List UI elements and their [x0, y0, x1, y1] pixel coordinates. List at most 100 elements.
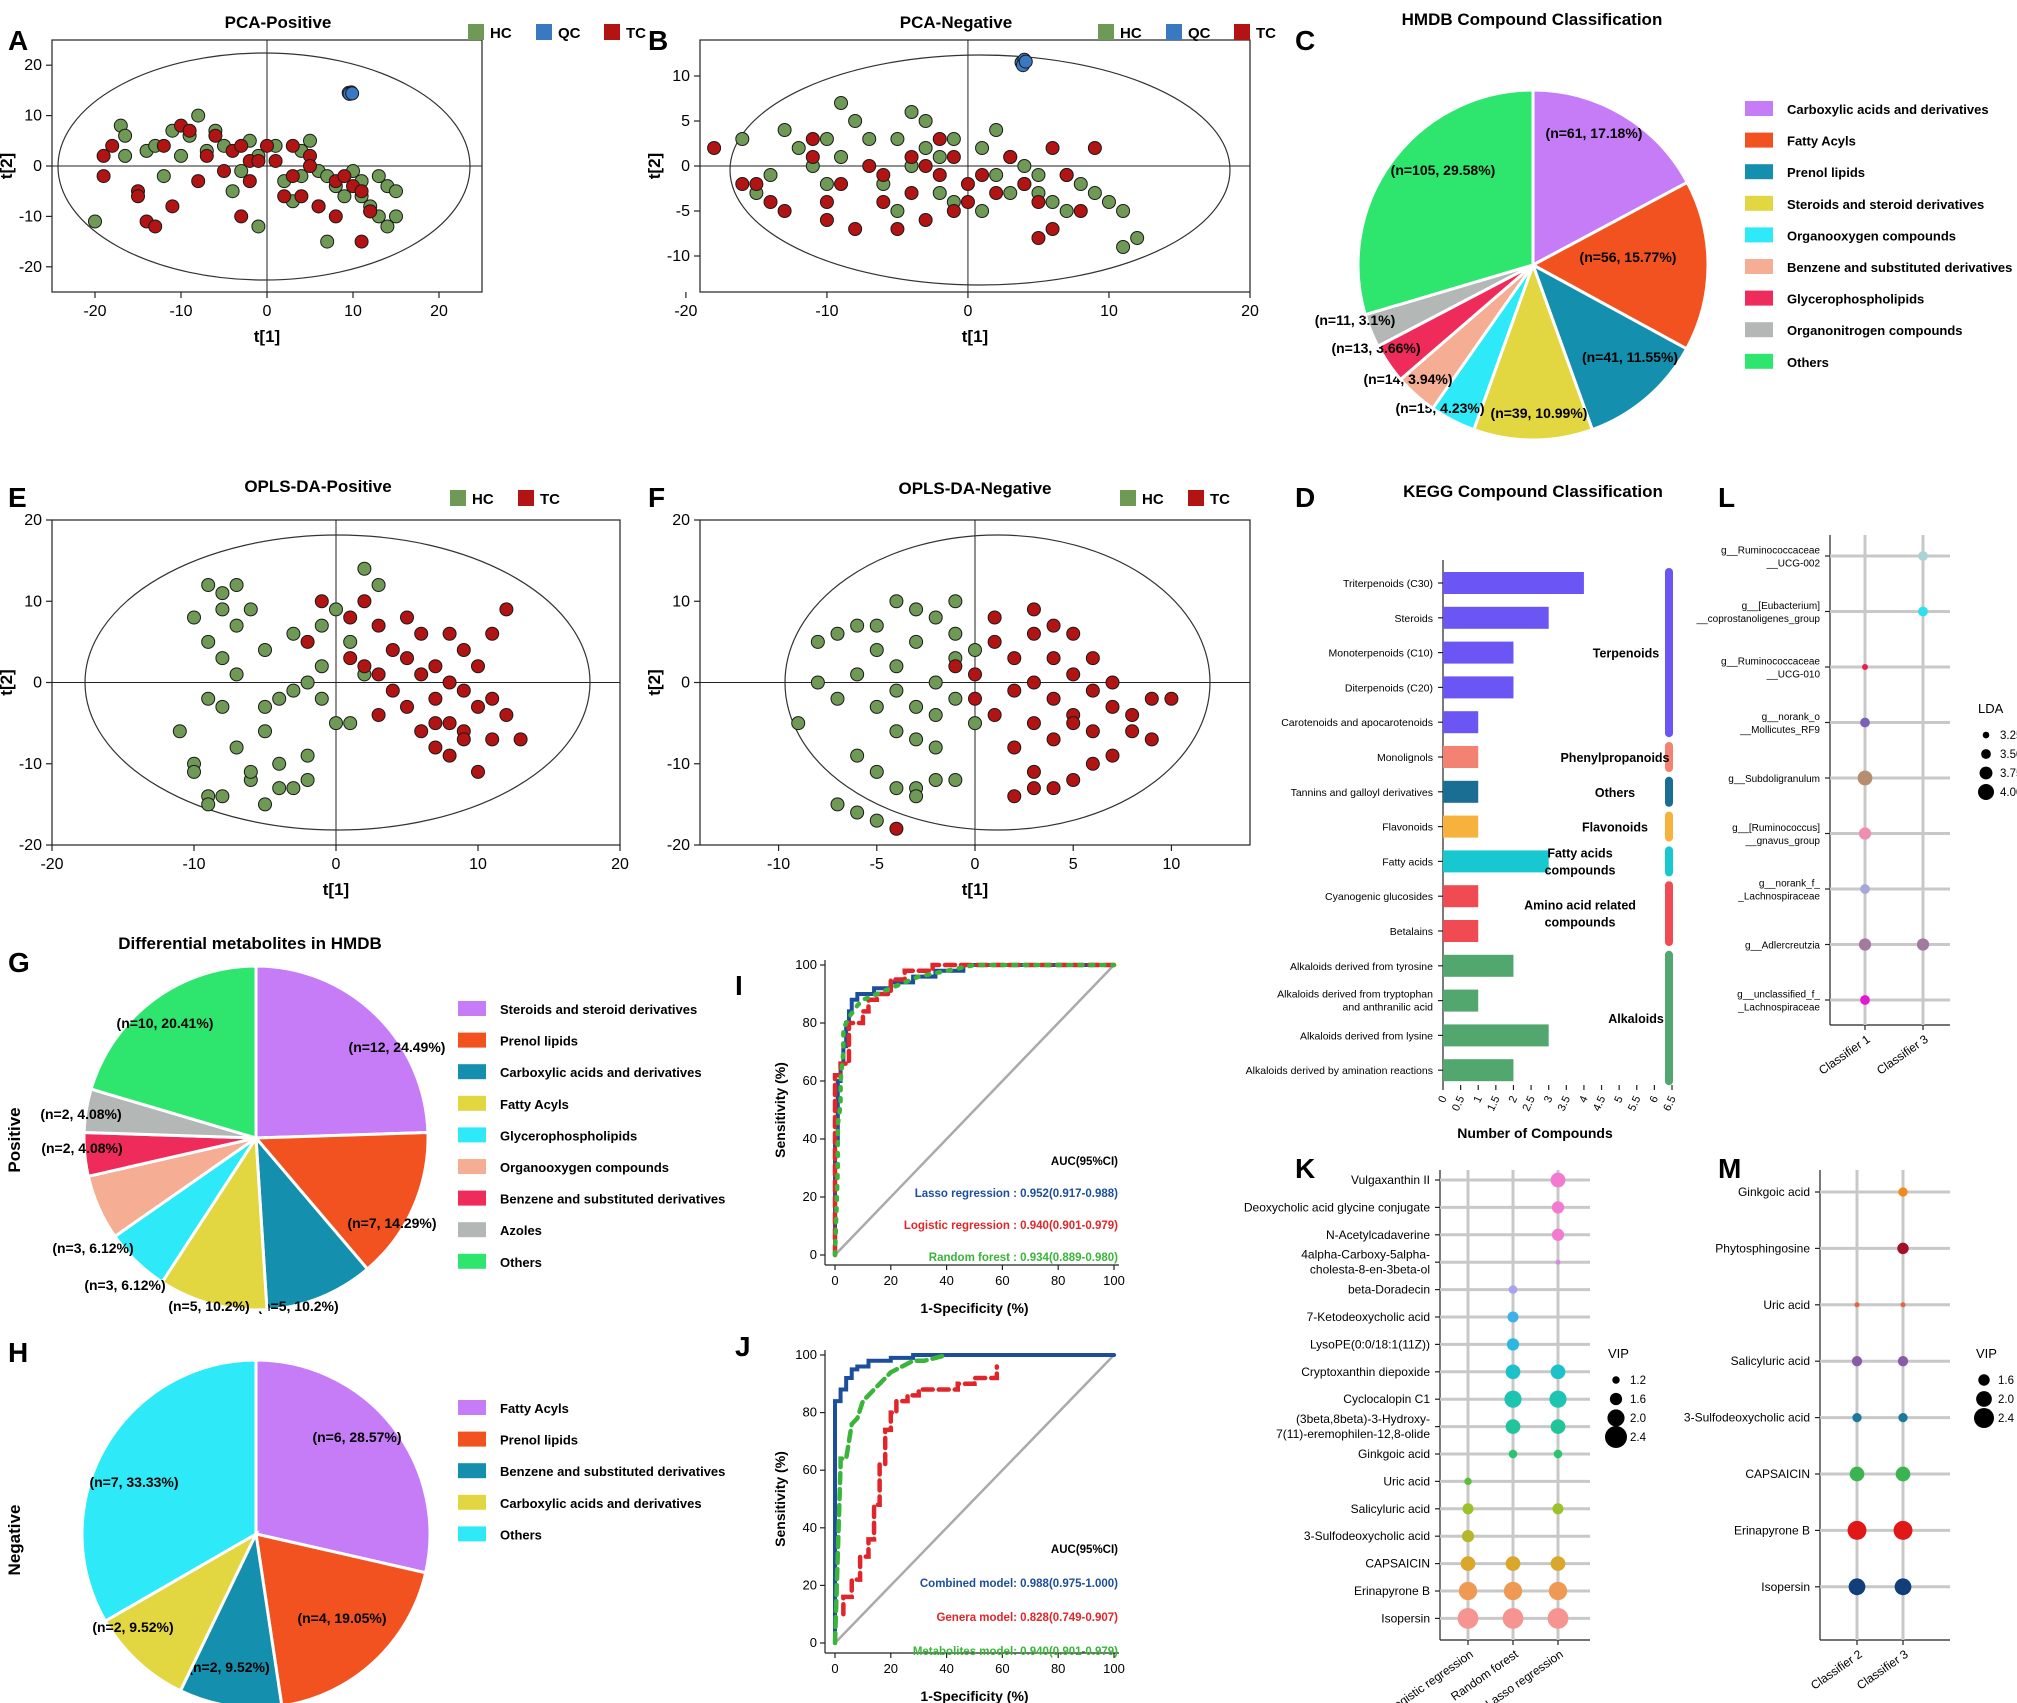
x-tick-label: 20: [430, 303, 448, 320]
row-label: Vulgaxanthin II: [1351, 1173, 1430, 1187]
legend-entry: Metabolites model: 0.940(0.901-0.979): [913, 1646, 1118, 1658]
point-hc: [1059, 204, 1074, 218]
x-tick-label: 40: [939, 1273, 953, 1288]
legend-value: 2.0: [1998, 1394, 2014, 1406]
category-label: Diterpenoids (C20): [1345, 682, 1433, 694]
legend-label: Azoles: [500, 1223, 542, 1238]
chart-title: HMDB Compound Classification: [1402, 10, 1663, 29]
x-tick-label: 0.5: [1450, 1094, 1467, 1113]
category-label: Alkaloids derived from lysine: [1300, 1030, 1433, 1042]
point-tc: [400, 610, 414, 625]
point-tc: [1007, 651, 1022, 666]
panel-j: 0 20 40 60 80 100 0 20 40 60 80 100 1-Specificity (%…: [772, 1347, 1125, 1703]
point-tc: [442, 626, 457, 641]
x-axis-label: 1-Specificity (%): [920, 1300, 1028, 1316]
legend-label-tc: TC: [1256, 25, 1276, 42]
point-tc: [363, 204, 378, 219]
point-tc: [499, 602, 514, 617]
confidence-ellipse: [784, 534, 1211, 831]
x-tick-label: Classifier 1: [1816, 1032, 1873, 1078]
legend-label-hc: HC: [472, 491, 494, 508]
point-tc: [354, 234, 369, 249]
legend-swatch: [458, 1431, 486, 1447]
point-hc: [215, 602, 230, 617]
category-label: Flavonoids: [1382, 822, 1433, 834]
dot: [1550, 1556, 1566, 1571]
point-tc: [1007, 683, 1022, 698]
point-hc: [1116, 240, 1131, 254]
panel-letter-b: B: [648, 25, 668, 56]
row-label: __gnavus_group: [1744, 836, 1820, 847]
dot: [1458, 1581, 1478, 1601]
legend-swatch: [458, 1127, 486, 1143]
pie-slice: [80, 1358, 258, 1624]
point-hc: [989, 168, 1004, 182]
legend-label: Glycerophospholipids: [1787, 292, 1924, 307]
point-hc: [357, 561, 372, 576]
chart-title: Differential metabolites in HMDB: [118, 934, 382, 953]
point-hc: [1017, 159, 1032, 173]
point-tc: [343, 651, 358, 666]
x-tick-label: 10: [1163, 856, 1181, 873]
point-hc: [258, 699, 272, 714]
point-hc: [932, 150, 947, 164]
point-tc: [1125, 724, 1140, 739]
legend-label: Carboxylic acids and derivatives: [500, 1065, 702, 1080]
panel-letter-i: I: [735, 970, 743, 1001]
row-label: Erinapyrone B: [1354, 1584, 1430, 1598]
category-label: Triterpenoids (C30): [1343, 578, 1433, 590]
dot: [1852, 1412, 1862, 1423]
point-tc: [485, 732, 500, 747]
panel-letter-e: E: [8, 482, 27, 513]
x-tick-label: Classifier 3: [1854, 1647, 1911, 1693]
group-label: Phenylpropanoids: [1560, 751, 1669, 765]
legend-label: Fatty Acyls: [500, 1097, 569, 1112]
panel-letter-j: J: [735, 1331, 751, 1362]
group-label: Terpenoids: [1593, 647, 1659, 661]
legend-title: VIP: [1976, 1346, 1997, 1361]
point-hc: [191, 108, 206, 123]
point-hc: [889, 724, 904, 739]
point-tc: [1045, 141, 1060, 155]
y-tick-label: 80: [803, 1015, 817, 1030]
point-tc: [1046, 618, 1061, 633]
legend-value: 3.75: [2000, 768, 2017, 780]
point-tc: [300, 634, 315, 649]
point-hc: [215, 586, 230, 601]
point-hc: [371, 169, 386, 184]
slice-label: (n=5, 10.2%): [257, 1298, 338, 1314]
point-hc: [850, 667, 865, 682]
point-tc: [242, 174, 257, 189]
confidence-ellipse: [84, 534, 591, 831]
pie-slice: [178, 1528, 283, 1703]
row-label: g__norank_f_: [1759, 879, 1821, 890]
point-hc: [909, 634, 924, 649]
bar: [1443, 606, 1549, 629]
point-tc: [414, 667, 429, 682]
row-label: Ginkgoic acid: [1358, 1447, 1430, 1461]
point-hc: [869, 764, 884, 779]
y-tick-label: 20: [24, 512, 42, 529]
point-hc: [862, 132, 877, 146]
y-tick-label: 40: [803, 1520, 817, 1535]
legend-label: Steroids and steroid derivatives: [1787, 197, 1984, 212]
bar: [1443, 711, 1479, 734]
point-tc: [890, 222, 905, 236]
dot: [1897, 1356, 1909, 1367]
point-qc: [345, 86, 360, 101]
point-hc: [314, 691, 329, 706]
legend-swatch: [458, 1001, 486, 1016]
x-tick-label: 10: [344, 303, 362, 320]
point-hc: [909, 699, 924, 714]
point-tc: [987, 708, 1002, 722]
legend-label-hc: HC: [490, 25, 512, 42]
dot: [1551, 1228, 1565, 1241]
dot: [1462, 1503, 1474, 1515]
point-hc: [1101, 195, 1116, 209]
point-hc: [215, 651, 230, 666]
point-tc: [234, 209, 249, 224]
row-label: __UCG-010: [1766, 670, 1821, 681]
dot: [1898, 1187, 1908, 1197]
row-label: _Lachnospiraceae: [1737, 1003, 1820, 1014]
x-tick-label: 10: [469, 856, 487, 873]
